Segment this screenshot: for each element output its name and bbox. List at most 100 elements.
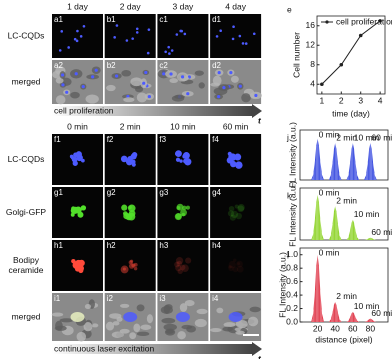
signal bbox=[79, 35, 83, 38]
column-header: 2 min bbox=[120, 121, 141, 131]
signal bbox=[167, 45, 170, 49]
micrograph bbox=[104, 240, 156, 291]
cell bbox=[230, 75, 239, 83]
cell bbox=[59, 318, 74, 323]
x-tick-label: 1 bbox=[319, 95, 324, 105]
x-tick-label: 20 bbox=[313, 323, 323, 333]
signal bbox=[71, 206, 76, 211]
signal bbox=[72, 160, 78, 166]
signal bbox=[70, 156, 75, 160]
micrograph bbox=[157, 134, 209, 185]
signal bbox=[181, 264, 189, 272]
row-label: merged bbox=[12, 311, 41, 321]
signal bbox=[125, 158, 133, 166]
arrow-head bbox=[252, 104, 262, 118]
signal bbox=[228, 265, 234, 272]
signal bbox=[120, 265, 129, 274]
column-header: 60 min bbox=[223, 121, 249, 131]
plot-frame bbox=[299, 129, 389, 181]
arrow-label: continuous laser excitation bbox=[54, 343, 154, 353]
cell bbox=[235, 320, 248, 328]
signal bbox=[113, 36, 116, 39]
signal bbox=[175, 151, 179, 156]
panel-label: g4 bbox=[212, 188, 221, 197]
panel-label: a2 bbox=[54, 61, 63, 70]
cell bbox=[194, 70, 204, 76]
signal bbox=[125, 39, 129, 42]
signal bbox=[128, 205, 132, 210]
signal bbox=[222, 85, 226, 90]
column-header: 0 min bbox=[67, 121, 88, 131]
cell bbox=[179, 303, 188, 312]
y-tick-label: 4 bbox=[310, 79, 315, 89]
signal bbox=[73, 37, 77, 41]
data-point bbox=[339, 62, 344, 67]
signal bbox=[228, 264, 232, 269]
cell bbox=[194, 318, 207, 328]
y-axis-label: FL Intensity (a.u.) bbox=[287, 122, 297, 188]
x-tick-label: 3 bbox=[358, 95, 363, 105]
cell bbox=[70, 91, 80, 99]
panel-label: h3 bbox=[159, 241, 168, 250]
signal bbox=[128, 263, 135, 269]
signal bbox=[170, 49, 174, 52]
signal bbox=[81, 85, 85, 89]
peak-annotation: 0 min bbox=[319, 247, 340, 257]
signal bbox=[77, 211, 84, 218]
peak-annotation: 2 min bbox=[336, 132, 357, 142]
signal bbox=[215, 35, 219, 38]
signal bbox=[73, 152, 78, 158]
signal bbox=[180, 209, 187, 217]
signal bbox=[233, 258, 237, 263]
cell bbox=[106, 84, 116, 92]
signal bbox=[80, 205, 87, 211]
cell bbox=[249, 306, 261, 313]
cell bbox=[123, 97, 135, 103]
signal bbox=[135, 31, 139, 34]
signal bbox=[236, 265, 244, 273]
signal bbox=[238, 84, 242, 88]
arrow-head bbox=[252, 342, 262, 356]
cell bbox=[222, 326, 234, 332]
signal bbox=[175, 157, 181, 162]
panel-label: c1 bbox=[159, 15, 168, 24]
panel-label: f4 bbox=[212, 135, 219, 144]
cell bbox=[111, 331, 124, 338]
signal bbox=[228, 153, 237, 162]
signal bbox=[169, 72, 173, 76]
row-label: Golgi-GFP bbox=[6, 207, 46, 217]
y-tick-label: 0.6 bbox=[286, 276, 298, 286]
signal bbox=[78, 268, 84, 274]
signal bbox=[121, 204, 128, 211]
signal bbox=[228, 312, 243, 322]
arrow-end: t bbox=[258, 353, 262, 359]
signal bbox=[182, 205, 187, 211]
cell bbox=[91, 323, 99, 328]
x-tick-label: 4 bbox=[378, 95, 383, 105]
y-tick-label: 0.2 bbox=[286, 303, 298, 313]
data-point bbox=[320, 82, 324, 87]
signal bbox=[238, 34, 242, 38]
cell bbox=[177, 331, 186, 340]
cell bbox=[196, 308, 208, 315]
column-header: 2 day bbox=[120, 1, 142, 11]
micrograph bbox=[104, 14, 156, 58]
cell bbox=[140, 324, 152, 330]
arrow-end: t bbox=[258, 115, 262, 125]
signal bbox=[135, 27, 139, 31]
signal bbox=[131, 162, 136, 167]
signal bbox=[227, 210, 235, 217]
signal bbox=[75, 39, 79, 43]
signal bbox=[58, 49, 62, 52]
cell bbox=[85, 94, 99, 104]
row-label: Bodipy bbox=[13, 255, 40, 265]
panel-label: h4 bbox=[212, 241, 221, 250]
signal bbox=[237, 203, 245, 212]
x-tick-label: 2 bbox=[339, 95, 344, 105]
signal bbox=[125, 213, 133, 221]
peak-annotation: 0 min bbox=[319, 187, 340, 197]
micrograph bbox=[210, 187, 262, 238]
y-tick-label: 16 bbox=[306, 20, 316, 30]
signal bbox=[65, 90, 69, 94]
